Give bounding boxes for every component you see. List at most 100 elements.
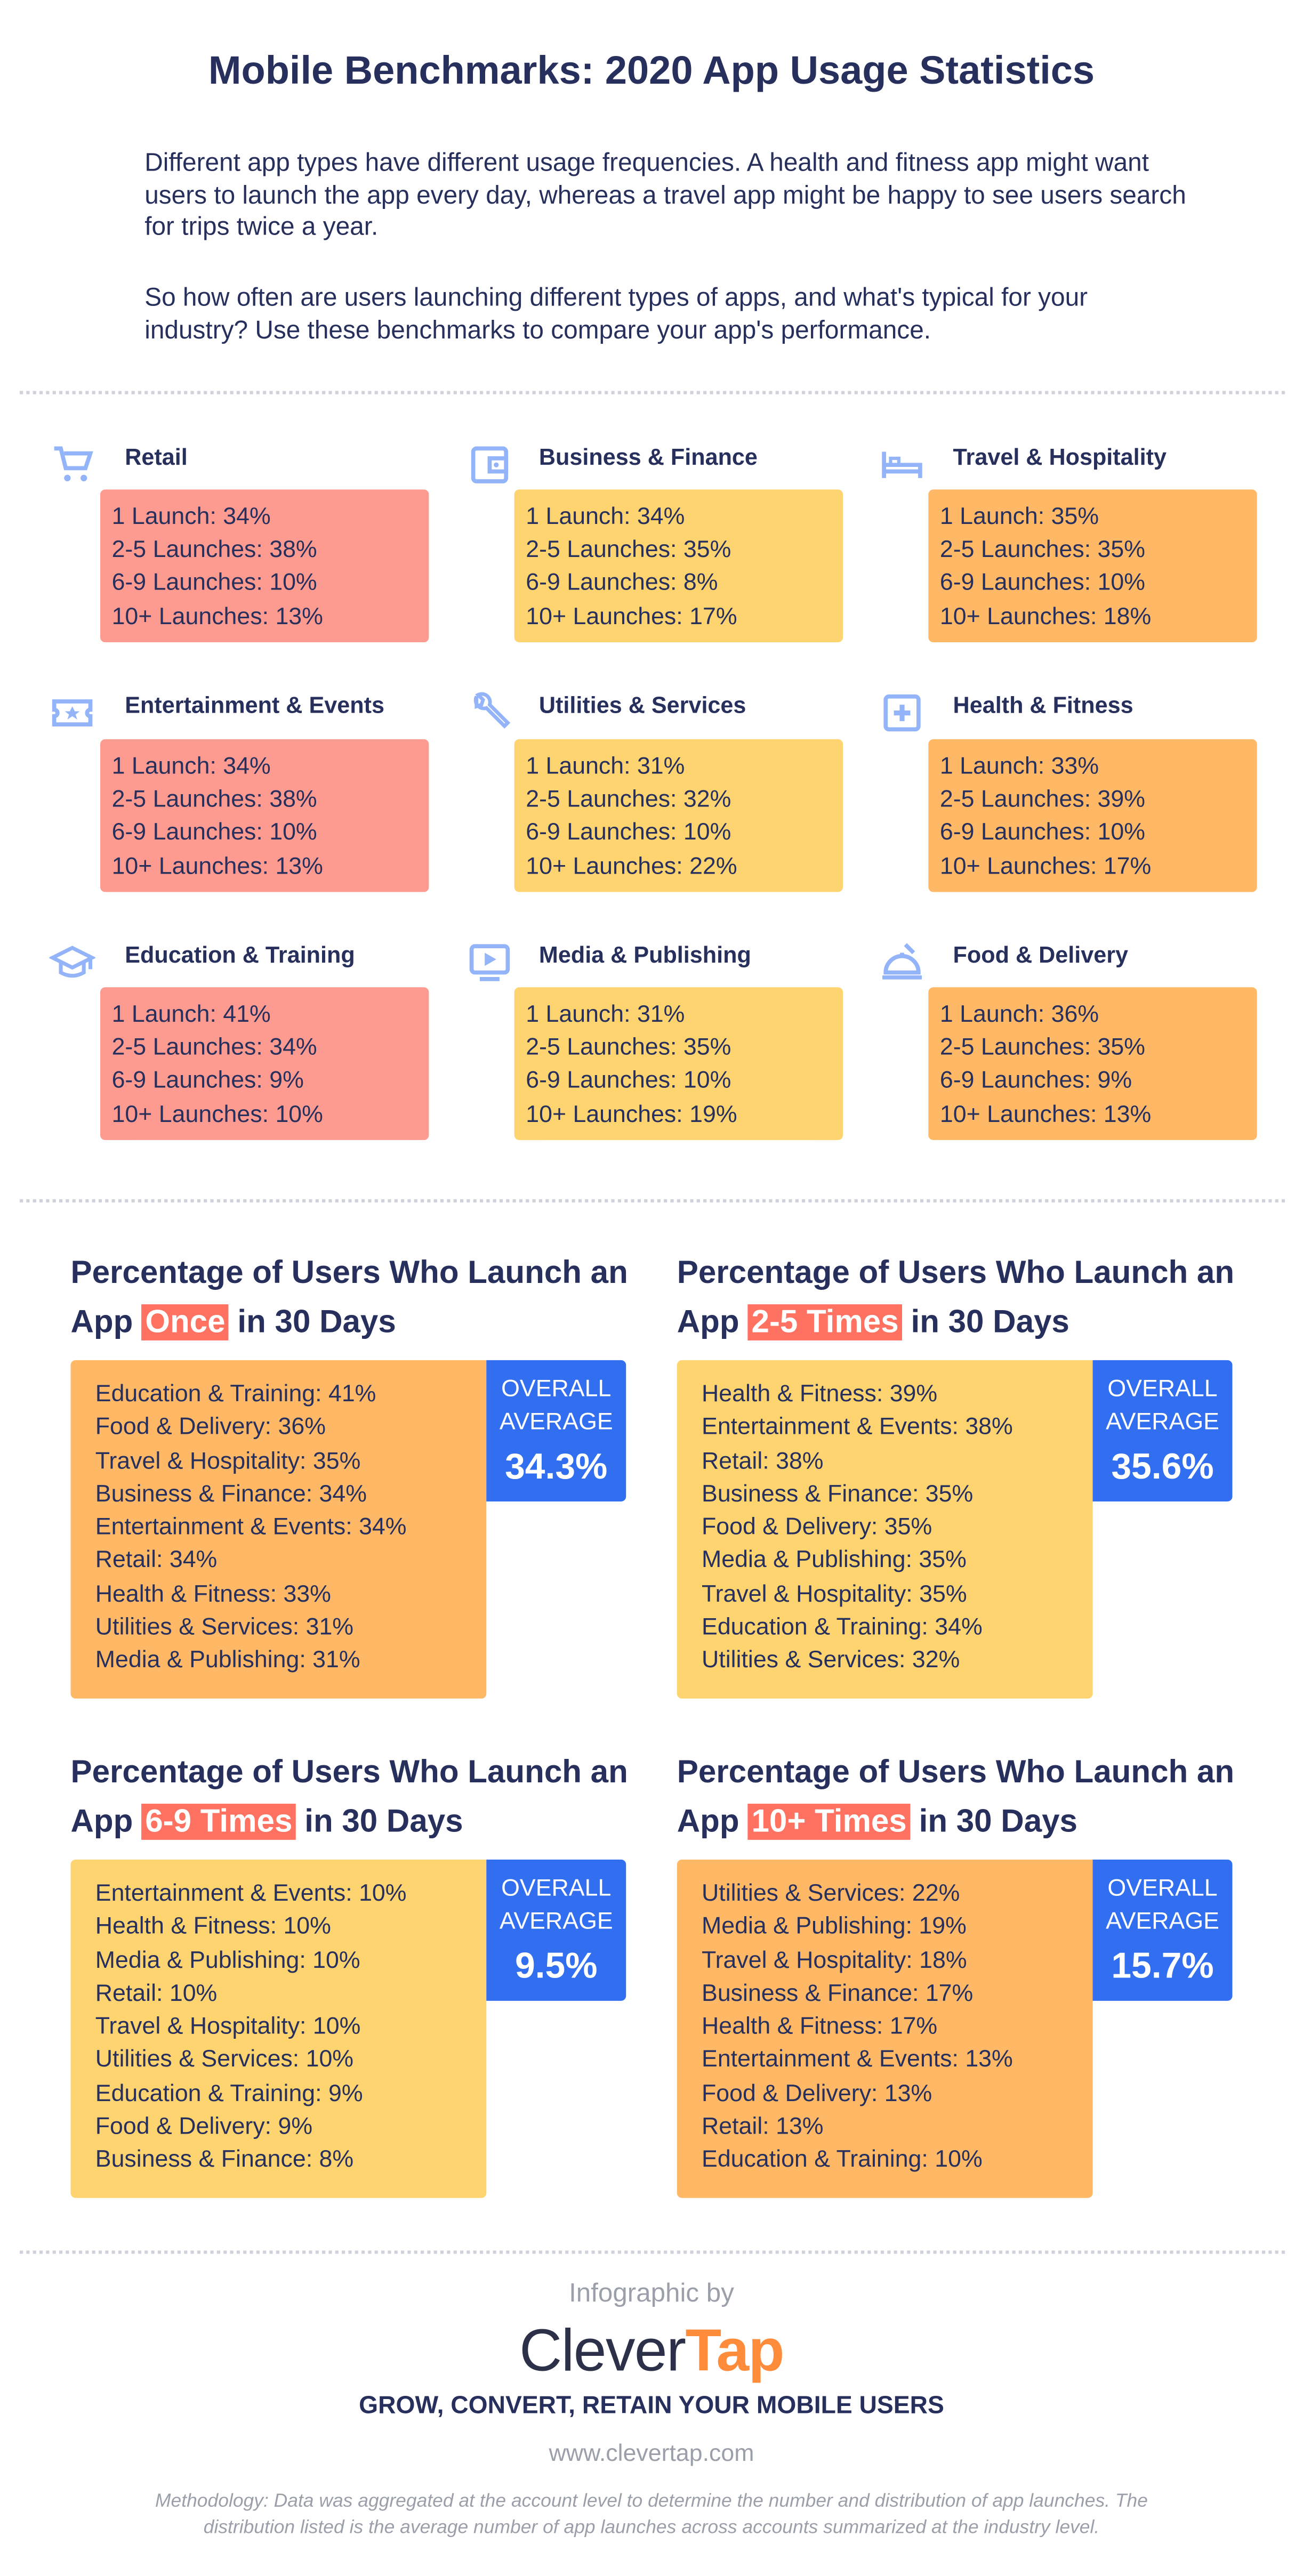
stat-line: 10+ Launches: 19% bbox=[526, 1101, 737, 1128]
stat-line: 10+ Launches: 13% bbox=[939, 1101, 1152, 1128]
category-label: Media & Publishing bbox=[538, 941, 751, 968]
ranking-item: Media & Publishing: 35% bbox=[702, 1548, 967, 1575]
stat-line: 2-5 Launches: 35% bbox=[526, 537, 731, 564]
food-cloche-icon bbox=[882, 943, 922, 980]
stat-line: 6-9 Launches: 10% bbox=[939, 570, 1146, 597]
ranking-item: Entertainment & Events: 10% bbox=[95, 1880, 407, 1908]
stat-line: 6-9 Launches: 8% bbox=[526, 570, 718, 597]
website-link[interactable]: www.clevertap.com bbox=[549, 2441, 754, 2468]
ranking-item: Retail: 38% bbox=[702, 1448, 824, 1475]
overall-average-value: 34.3% bbox=[505, 1446, 608, 1487]
stat-line: 10+ Launches: 17% bbox=[526, 603, 737, 631]
category-stats-box: 1 Launch: 34% 2-5 Launches: 38% 6-9 Launch… bbox=[100, 489, 429, 643]
ranking-item: Education & Training: 9% bbox=[95, 2081, 363, 2107]
ranking-item: Food & Delivery: 9% bbox=[95, 2114, 313, 2141]
cart-icon bbox=[54, 446, 93, 482]
stat-line: 1 Launch: 41% bbox=[111, 1002, 271, 1029]
stat-line: 10+ Launches: 18% bbox=[939, 603, 1152, 631]
stat-line: 1 Launch: 34% bbox=[526, 504, 685, 531]
category-stats-box: 1 Launch: 34% 2-5 Launches: 35% 6-9 Launch… bbox=[514, 489, 843, 643]
stat-line: 10+ Launches: 17% bbox=[939, 853, 1152, 880]
stat-line: 2-5 Launches: 38% bbox=[111, 537, 317, 564]
stat-line: 6-9 Launches: 10% bbox=[939, 820, 1146, 847]
wrench-icon bbox=[473, 692, 511, 729]
category-label: Travel & Hospitality bbox=[953, 443, 1167, 470]
ranking-item: Retail: 34% bbox=[95, 1548, 218, 1575]
ranking-item: Travel & Hospitality: 35% bbox=[702, 1581, 967, 1608]
category-label: Retail bbox=[125, 443, 188, 470]
category-label: Health & Fitness bbox=[953, 691, 1133, 718]
overall-average-value: 35.6% bbox=[1111, 1446, 1214, 1487]
ranking-item: Retail: 13% bbox=[702, 2114, 824, 2141]
stat-line: 1 Launch: 35% bbox=[939, 504, 1099, 531]
ranking-item: Education & Training: 10% bbox=[702, 2147, 983, 2174]
ranking-item: Food & Delivery: 13% bbox=[702, 2081, 932, 2107]
ranking-item: Health & Fitness: 17% bbox=[702, 2014, 938, 2041]
divider bbox=[19, 2250, 1285, 2254]
ranking-list: Education & Training: 41% Food & Delivery… bbox=[70, 1360, 487, 1699]
ranking-item: Media & Publishing: 19% bbox=[702, 1914, 967, 1941]
clevertap-logo: CleverTap bbox=[519, 2316, 784, 2384]
stat-line: 10+ Launches: 13% bbox=[111, 853, 323, 880]
stat-line: 6-9 Launches: 10% bbox=[526, 1068, 731, 1095]
ranking-item: Health & Fitness: 33% bbox=[95, 1581, 331, 1608]
stat-line: 1 Launch: 36% bbox=[939, 1002, 1099, 1029]
stat-line: 2-5 Launches: 32% bbox=[526, 787, 731, 814]
stat-line: 6-9 Launches: 10% bbox=[111, 570, 317, 597]
category-label: Education & Training bbox=[125, 941, 355, 968]
stat-line: 6-9 Launches: 9% bbox=[939, 1068, 1132, 1095]
tagline: GROW, CONVERT, RETAIN YOUR MOBILE USERS bbox=[359, 2392, 944, 2420]
ticket-icon bbox=[52, 699, 93, 727]
category-label: Food & Delivery bbox=[953, 941, 1129, 968]
ranking-item: Utilities & Services: 10% bbox=[95, 2047, 354, 2074]
ranking-item: Entertainment & Events: 13% bbox=[702, 2047, 1013, 2074]
ranking-item: Health & Fitness: 10% bbox=[95, 1914, 331, 1941]
graduation-cap-icon bbox=[49, 946, 95, 978]
ranking-item: Media & Publishing: 31% bbox=[95, 1648, 360, 1675]
category-stats-box: 1 Launch: 41% 2-5 Launches: 34% 6-9 Launch… bbox=[100, 987, 429, 1140]
stat-line: 2-5 Launches: 35% bbox=[939, 537, 1146, 564]
overall-average-value: 15.7% bbox=[1111, 1945, 1214, 1986]
overall-average-badge: OVERALL AVERAGE 35.6% bbox=[1092, 1360, 1233, 1501]
category-stats-box: 1 Launch: 36% 2-5 Launches: 35% 6-9 Launch… bbox=[928, 987, 1257, 1140]
overall-average-value: 9.5% bbox=[514, 1945, 598, 1986]
overall-average-badge: OVERALL AVERAGE 9.5% bbox=[486, 1859, 626, 2001]
stat-line: 6-9 Launches: 9% bbox=[111, 1068, 304, 1095]
overall-average-badge: OVERALL AVERAGE 34.3% bbox=[486, 1360, 626, 1501]
ranking-list: Health & Fitness: 39% Entertainment & Eve… bbox=[677, 1360, 1093, 1699]
ranking-item: Business & Finance: 34% bbox=[95, 1481, 367, 1508]
ranking-item: Education & Training: 41% bbox=[95, 1381, 376, 1408]
stat-line: 2-5 Launches: 39% bbox=[939, 787, 1146, 814]
ranking-item: Health & Fitness: 39% bbox=[702, 1381, 938, 1408]
stat-line: 10+ Launches: 10% bbox=[111, 1101, 323, 1128]
category-label: Business & Finance bbox=[538, 443, 758, 470]
frequency-highlight: 10+ Times bbox=[748, 1804, 910, 1840]
category-label: Entertainment & Events bbox=[125, 691, 384, 718]
intro-paragraph-2: So how often are users launching differe… bbox=[144, 284, 1088, 344]
intro-paragraph-1: Different app types have different usage… bbox=[144, 149, 1186, 242]
frequency-highlight: 2-5 Times bbox=[748, 1304, 902, 1341]
frequency-highlight: 6-9 Times bbox=[142, 1804, 296, 1840]
ranking-item: Travel & Hospitality: 35% bbox=[95, 1448, 361, 1475]
stat-line: 10+ Launches: 22% bbox=[526, 853, 737, 880]
stat-line: 2-5 Launches: 38% bbox=[111, 787, 317, 814]
ranking-item: Entertainment & Events: 38% bbox=[702, 1415, 1013, 1441]
ranking-title: Percentage of Users Who Launch an App 10… bbox=[677, 1754, 1235, 1840]
stat-line: 2-5 Launches: 34% bbox=[111, 1035, 317, 1062]
category-stats-box: 1 Launch: 35% 2-5 Launches: 35% 6-9 Launch… bbox=[928, 489, 1257, 643]
ranking-item: Food & Delivery: 36% bbox=[95, 1415, 326, 1441]
overall-average-badge: OVERALL AVERAGE 15.7% bbox=[1092, 1859, 1233, 2001]
ranking-title: Percentage of Users Who Launch an App 6-… bbox=[70, 1754, 628, 1840]
stat-line: 6-9 Launches: 10% bbox=[526, 820, 731, 847]
category-label: Utilities & Services bbox=[538, 691, 746, 718]
category-stats-box: 1 Launch: 34% 2-5 Launches: 38% 6-9 Launch… bbox=[100, 739, 429, 892]
frequency-highlight: Once bbox=[142, 1304, 229, 1341]
stat-line: 2-5 Launches: 35% bbox=[939, 1035, 1146, 1062]
divider bbox=[19, 1199, 1285, 1203]
ranking-item: Media & Publishing: 10% bbox=[95, 1948, 360, 1974]
medical-cross-icon bbox=[883, 694, 921, 732]
ranking-item: Business & Finance: 35% bbox=[702, 1481, 974, 1508]
page-title: Mobile Benchmarks: 2020 App Usage Statis… bbox=[208, 49, 1095, 94]
ranking-title: Percentage of Users Who Launch an App On… bbox=[70, 1255, 628, 1341]
